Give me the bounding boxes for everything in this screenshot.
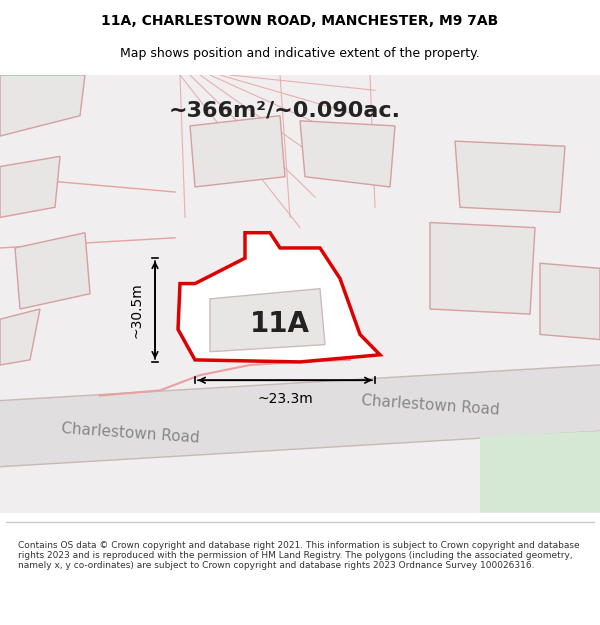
Polygon shape bbox=[0, 75, 85, 136]
Text: 11A, CHARLESTOWN ROAD, MANCHESTER, M9 7AB: 11A, CHARLESTOWN ROAD, MANCHESTER, M9 7A… bbox=[101, 14, 499, 28]
Text: Charlestown Road: Charlestown Road bbox=[361, 393, 500, 418]
Polygon shape bbox=[455, 141, 565, 212]
Polygon shape bbox=[15, 232, 90, 309]
Text: ~23.3m: ~23.3m bbox=[257, 392, 313, 406]
Polygon shape bbox=[0, 309, 40, 365]
Polygon shape bbox=[0, 365, 600, 467]
Polygon shape bbox=[300, 121, 395, 187]
Text: Contains OS data © Crown copyright and database right 2021. This information is : Contains OS data © Crown copyright and d… bbox=[18, 541, 580, 571]
Polygon shape bbox=[430, 222, 535, 314]
Polygon shape bbox=[480, 431, 600, 512]
Polygon shape bbox=[210, 289, 325, 352]
Polygon shape bbox=[0, 156, 60, 218]
Polygon shape bbox=[0, 75, 600, 512]
Polygon shape bbox=[190, 116, 285, 187]
Text: Map shows position and indicative extent of the property.: Map shows position and indicative extent… bbox=[120, 48, 480, 61]
Text: Charlestown Road: Charlestown Road bbox=[61, 421, 200, 446]
Text: 11A: 11A bbox=[250, 310, 310, 338]
Polygon shape bbox=[540, 263, 600, 339]
Text: ~366m²/~0.090ac.: ~366m²/~0.090ac. bbox=[169, 101, 401, 121]
Polygon shape bbox=[178, 232, 380, 362]
Text: ~30.5m: ~30.5m bbox=[129, 282, 143, 338]
